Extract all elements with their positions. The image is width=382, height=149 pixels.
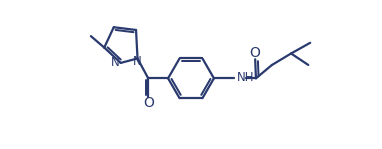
Text: O: O bbox=[143, 96, 154, 110]
Text: NH: NH bbox=[236, 71, 254, 84]
Text: O: O bbox=[250, 46, 261, 60]
Text: N: N bbox=[111, 56, 120, 69]
Text: N: N bbox=[133, 55, 142, 68]
